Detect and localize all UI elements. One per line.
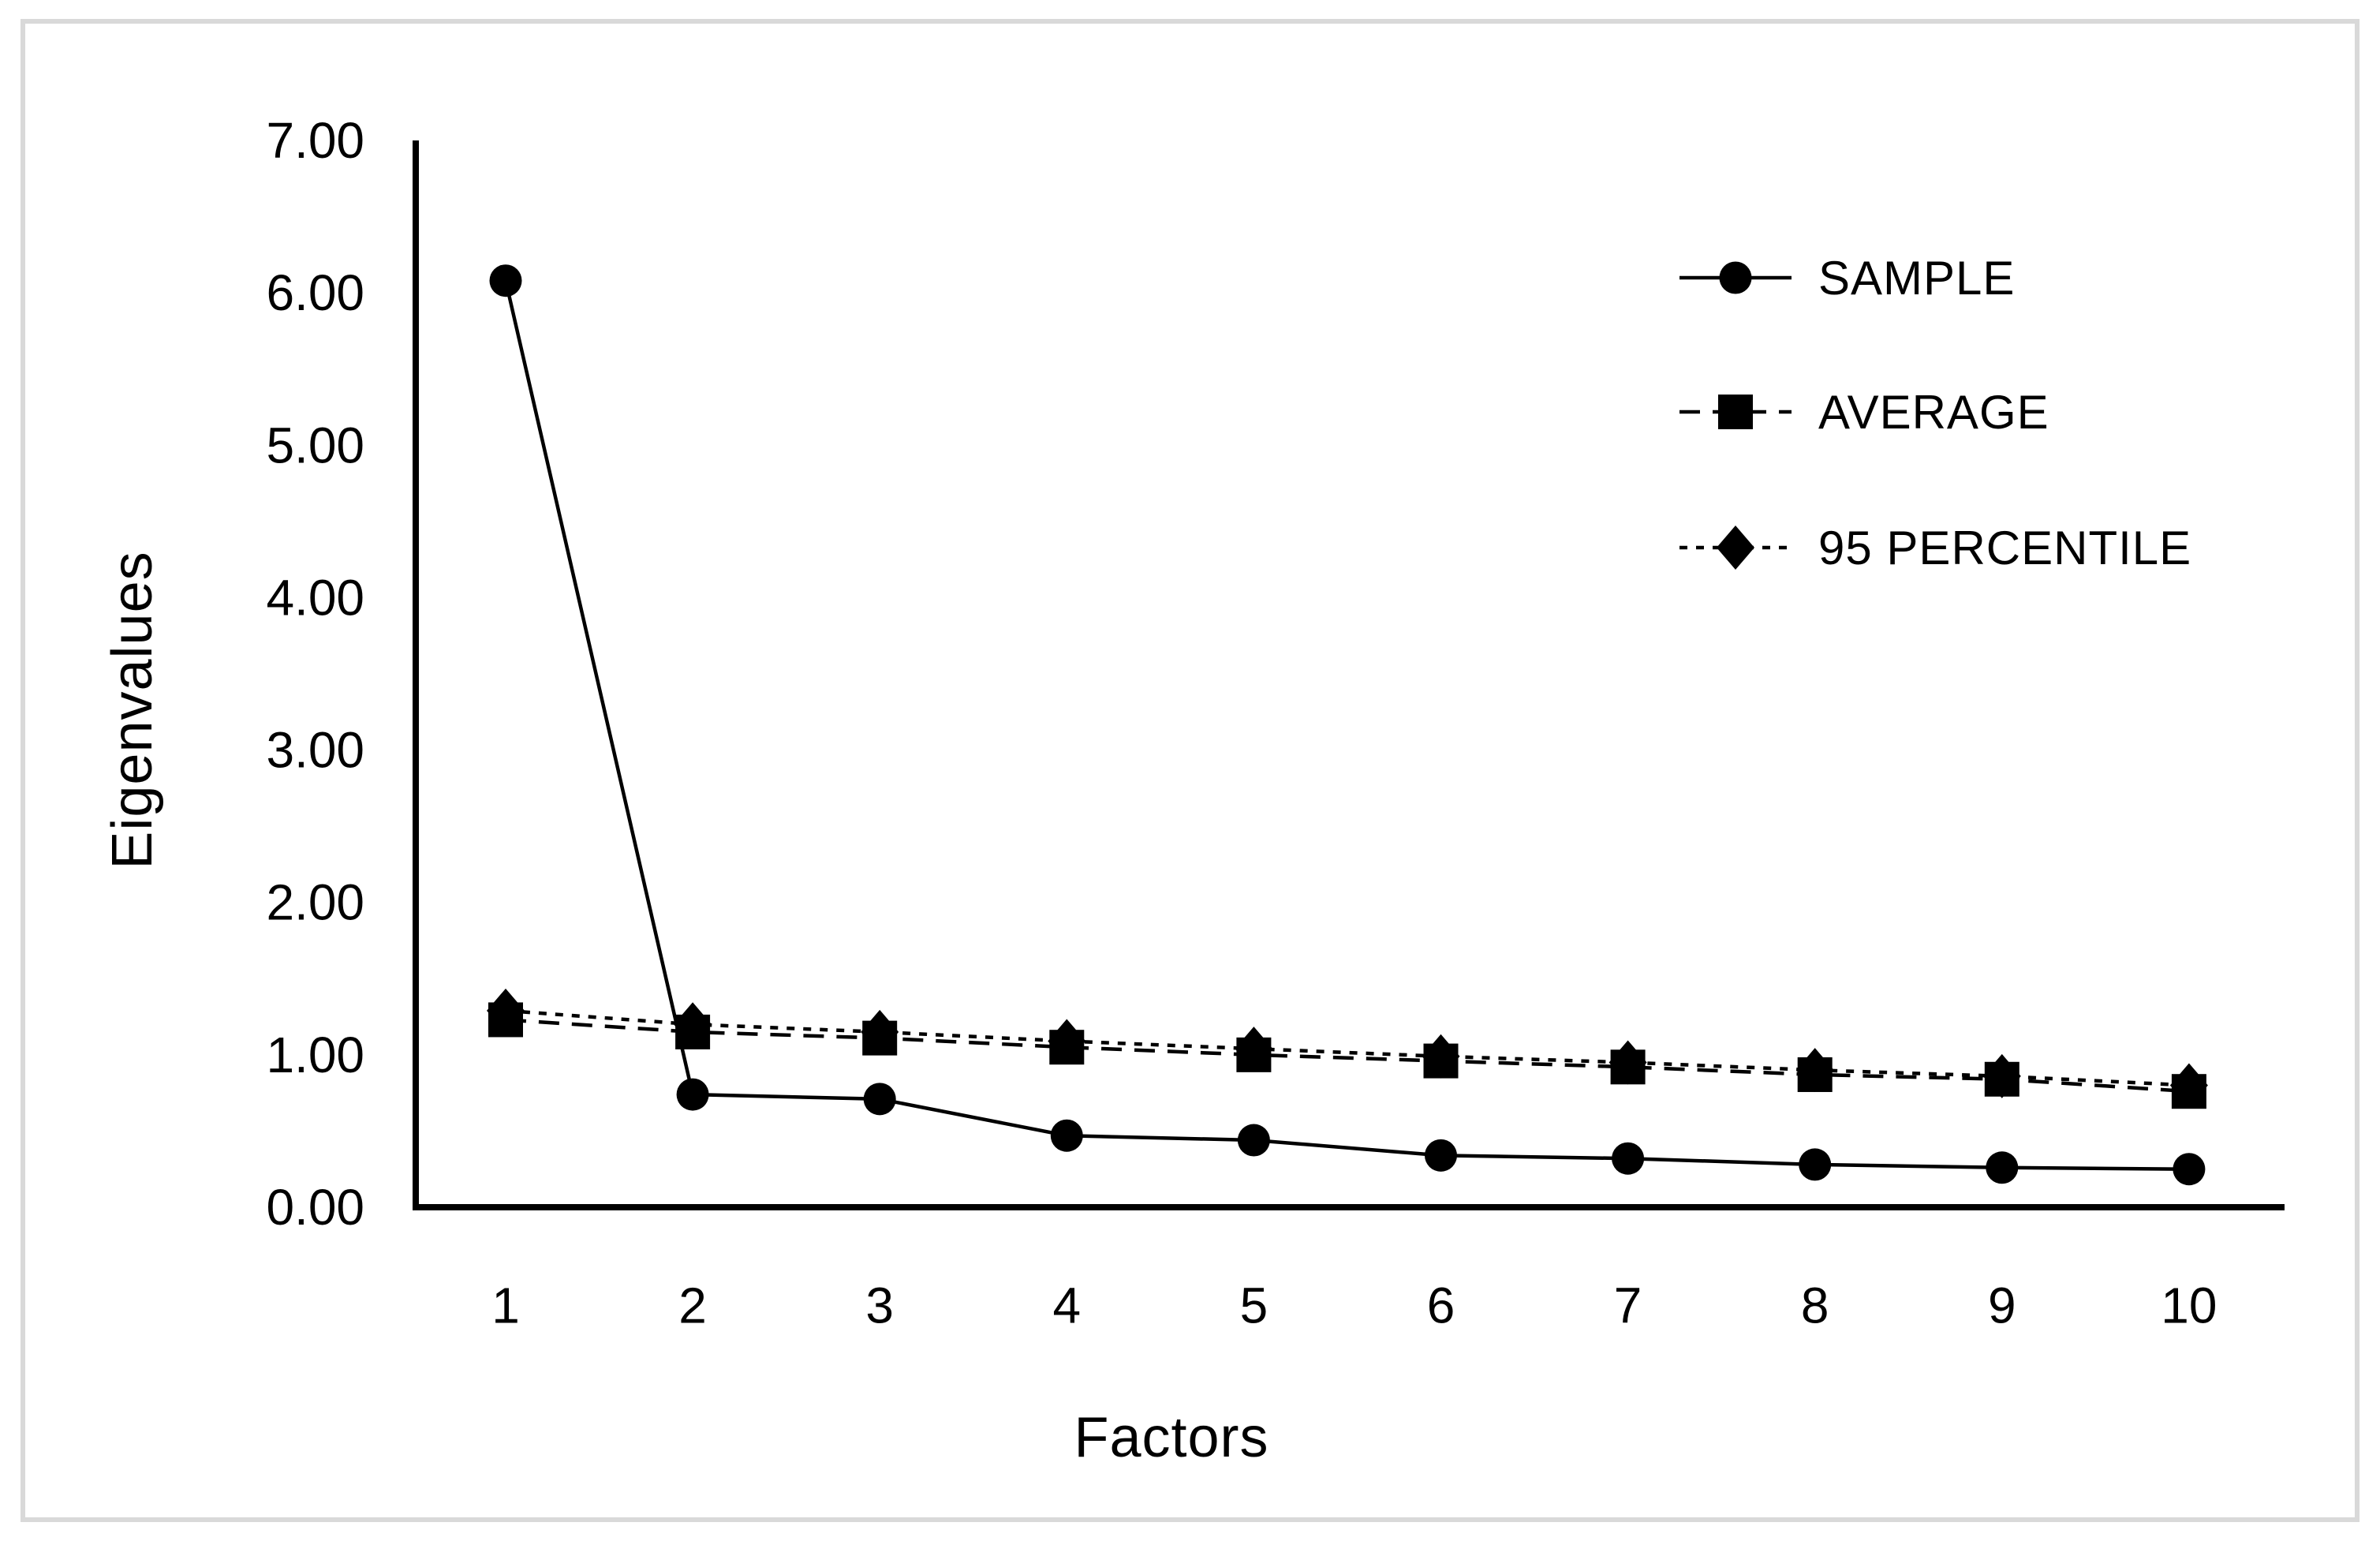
- legend-key-marker-diamond: [1717, 526, 1754, 570]
- series-average: [488, 1002, 2206, 1109]
- legend-item-sample: SAMPLE: [1676, 241, 2015, 314]
- data-point-95-percentile-1: [487, 988, 525, 1033]
- series-line-sample: [503, 280, 2189, 1171]
- legend-key-marker-circle: [1719, 261, 1752, 294]
- y-tick-label: 2.00: [266, 874, 364, 931]
- x-axis-title: Factors: [1074, 1406, 1269, 1469]
- legend-label-95-percentile: 95 PERCENTILE: [1818, 521, 2192, 574]
- legend-key-average-marker-icon: [1679, 395, 1792, 429]
- data-point-95-percentile-7: [1608, 1040, 1647, 1085]
- x-tick-label: 9: [1988, 1277, 2016, 1333]
- axis-lines: [413, 140, 2285, 1210]
- x-tick-label: 2: [678, 1277, 707, 1333]
- data-point-sample-4: [1050, 1119, 1083, 1152]
- series-line-95-percentile: [505, 1008, 2190, 1087]
- x-tick-label: 5: [1240, 1277, 1268, 1333]
- y-tick-label: 7.00: [266, 112, 364, 169]
- y-tick-label: 5.00: [266, 417, 364, 473]
- data-point-95-percentile-3: [861, 1009, 899, 1054]
- data-point-95-percentile-10: [2169, 1063, 2208, 1108]
- data-point-sample-5: [1237, 1124, 1270, 1157]
- axes: [413, 140, 2285, 1210]
- y-tick-label: 6.00: [266, 264, 364, 321]
- data-point-95-percentile-9: [1982, 1053, 2021, 1098]
- data-point-sample-2: [676, 1078, 709, 1111]
- x-tick-label: 10: [2161, 1277, 2217, 1333]
- data-point-sample-1: [489, 264, 522, 297]
- data-point-95-percentile-4: [1048, 1019, 1086, 1064]
- y-tick-label: 3.00: [266, 722, 364, 779]
- x-tick-label: 7: [1614, 1277, 1642, 1333]
- x-tick-label: 6: [1427, 1277, 1455, 1333]
- data-point-sample-8: [1799, 1148, 1832, 1181]
- x-axis-tick-labels: 1 2 3 4 5 6 7 8 9 10: [491, 1277, 2217, 1333]
- series-sample: [489, 264, 2206, 1186]
- data-point-sample-10: [2173, 1153, 2206, 1186]
- legend-key-sample-marker-icon: [1679, 261, 1792, 294]
- data-point-95-percentile-2: [674, 1002, 712, 1047]
- y-axis-title: Eigenvalues: [101, 551, 164, 870]
- legend-item-average: AVERAGE: [1676, 376, 2049, 448]
- data-point-sample-7: [1612, 1142, 1645, 1175]
- data-point-sample-6: [1425, 1139, 1457, 1172]
- x-tick-label: 1: [491, 1277, 520, 1333]
- data-point-95-percentile-6: [1422, 1034, 1460, 1079]
- legend-key-marker-square: [1718, 395, 1753, 429]
- data-point-95-percentile-5: [1235, 1027, 1273, 1072]
- x-tick-label: 4: [1053, 1277, 1082, 1333]
- data-point-95-percentile-8: [1795, 1048, 1834, 1093]
- legend-label-sample: SAMPLE: [1818, 251, 2016, 305]
- series-95-percentile: [487, 988, 2208, 1108]
- y-tick-label: 1.00: [266, 1027, 364, 1083]
- series-line-average: [505, 1018, 2190, 1094]
- y-tick-label: 4.00: [266, 569, 364, 626]
- legend-key-95-percentile-marker-icon: [1679, 526, 1792, 570]
- legend-label-average: AVERAGE: [1818, 385, 2049, 439]
- y-axis-tick-labels: 0.00 1.00 2.00 3.00 4.00 5.00 6.00 7.00: [266, 112, 364, 1236]
- x-tick-label: 3: [865, 1277, 894, 1333]
- data-point-sample-3: [863, 1083, 896, 1116]
- data-point-sample-9: [1986, 1151, 2019, 1184]
- y-tick-label: 0.00: [266, 1179, 364, 1236]
- x-tick-label: 8: [1801, 1277, 1829, 1333]
- legend-item-95-percentile: 95 PERCENTILE: [1676, 511, 2191, 584]
